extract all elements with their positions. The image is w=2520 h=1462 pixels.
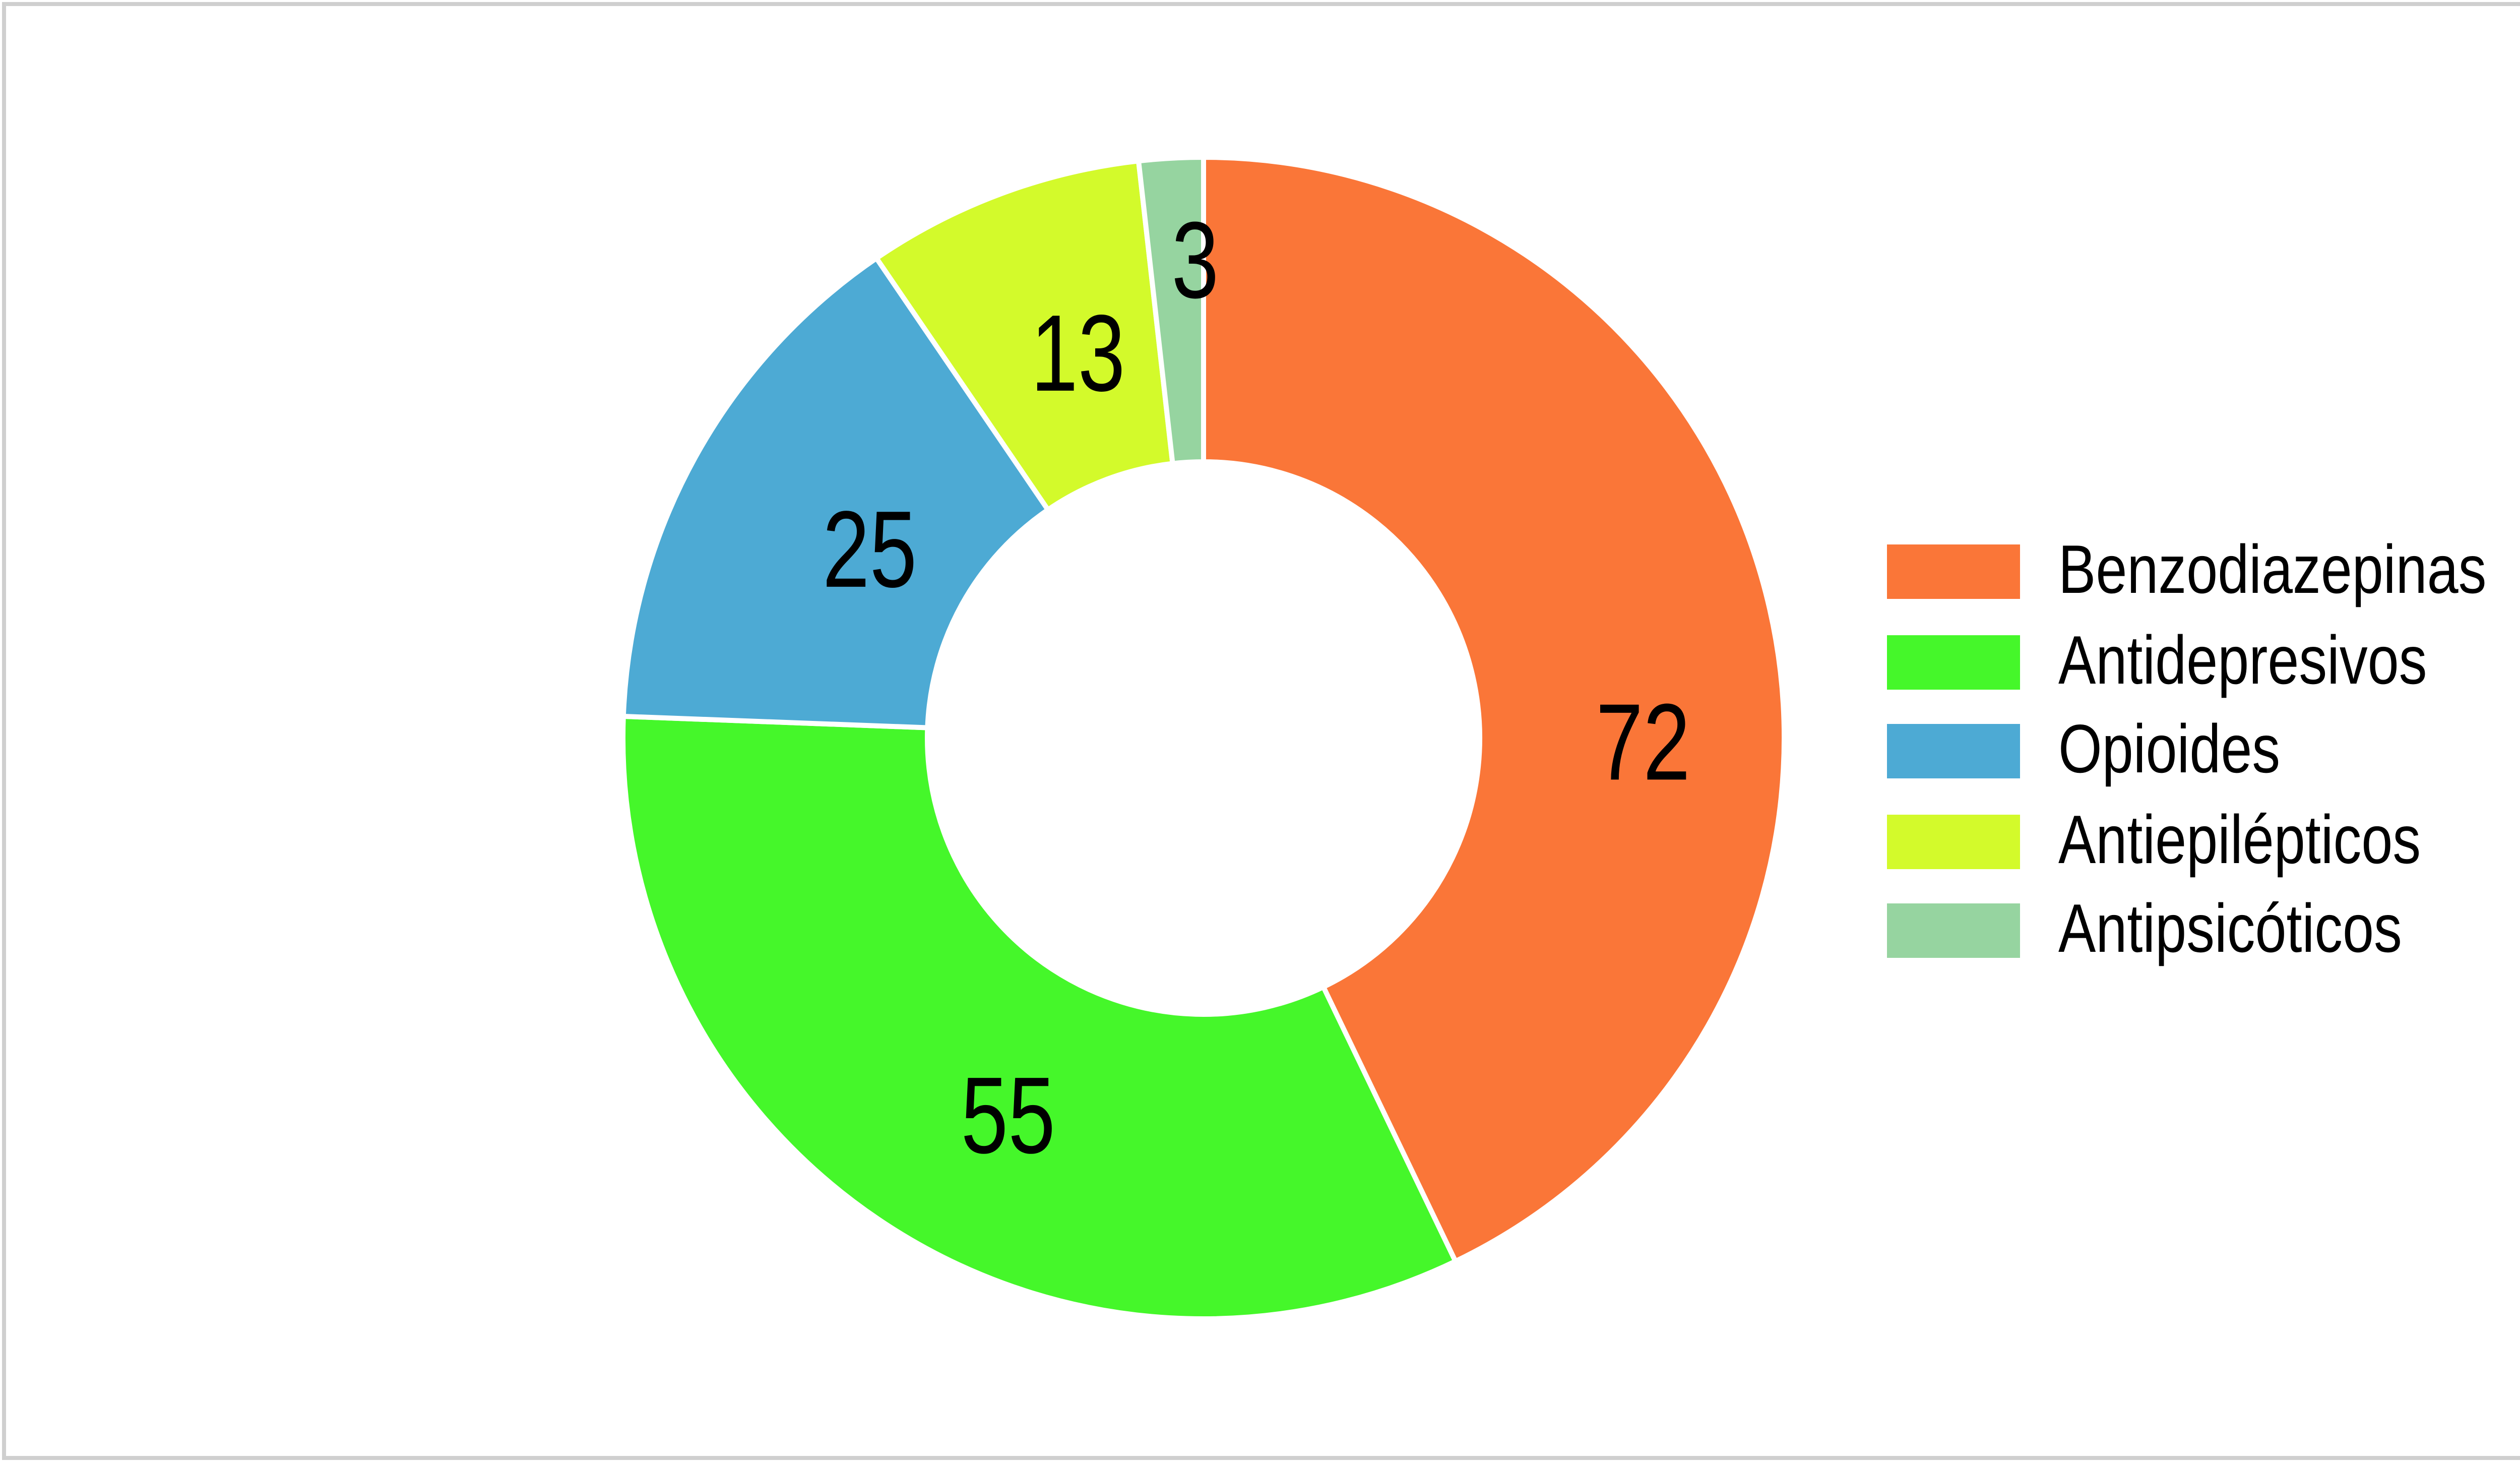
legend-label: Antidepresivos (2058, 622, 2427, 699)
donut-slice-antipsicóticos (1136, 155, 1206, 466)
legend-item: Opioides (1887, 712, 2520, 788)
legend-item: Benzodiazepinas (1887, 532, 2520, 609)
legend-swatch (1887, 814, 2020, 868)
legend: Benzodiazepinas Antidepresivos Opioides Ant… (1887, 532, 2520, 993)
donut-slice-antidepresivos (620, 713, 1458, 1321)
legend-item: Antipsicóticos (1887, 891, 2520, 968)
slice-value-label: 13 (1031, 293, 1125, 414)
legend-label: Opioides (2058, 712, 2281, 788)
legend-swatch (1887, 544, 2020, 599)
slice-value-label: 55 (961, 1055, 1055, 1177)
legend-swatch (1887, 903, 2020, 958)
legend-label: Benzodiazepinas (2058, 532, 2487, 609)
legend-item: Antiepilépticos (1887, 802, 2520, 878)
slice-value-label: 72 (1596, 682, 1690, 803)
slice-value-label: 25 (823, 489, 917, 611)
legend-swatch (1887, 634, 2020, 689)
donut-slice-antiepilépticos (874, 158, 1175, 513)
donut-slice-opioides (620, 256, 1051, 730)
legend-swatch (1887, 724, 2020, 778)
donut-chart: 72 55 25 13 3 (620, 155, 1787, 1321)
legend-item: Antidepresivos (1887, 622, 2520, 699)
donut-slice-benzodiazepinas (1201, 155, 1787, 1264)
slice-value-label: 3 (1172, 200, 1219, 321)
legend-label: Antipsicóticos (2058, 891, 2402, 968)
legend-label: Antiepilépticos (2058, 802, 2421, 878)
